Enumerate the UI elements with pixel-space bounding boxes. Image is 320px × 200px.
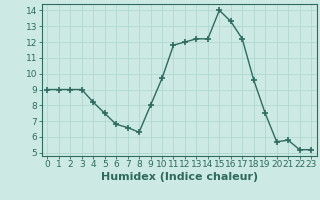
X-axis label: Humidex (Indice chaleur): Humidex (Indice chaleur) bbox=[100, 172, 258, 182]
